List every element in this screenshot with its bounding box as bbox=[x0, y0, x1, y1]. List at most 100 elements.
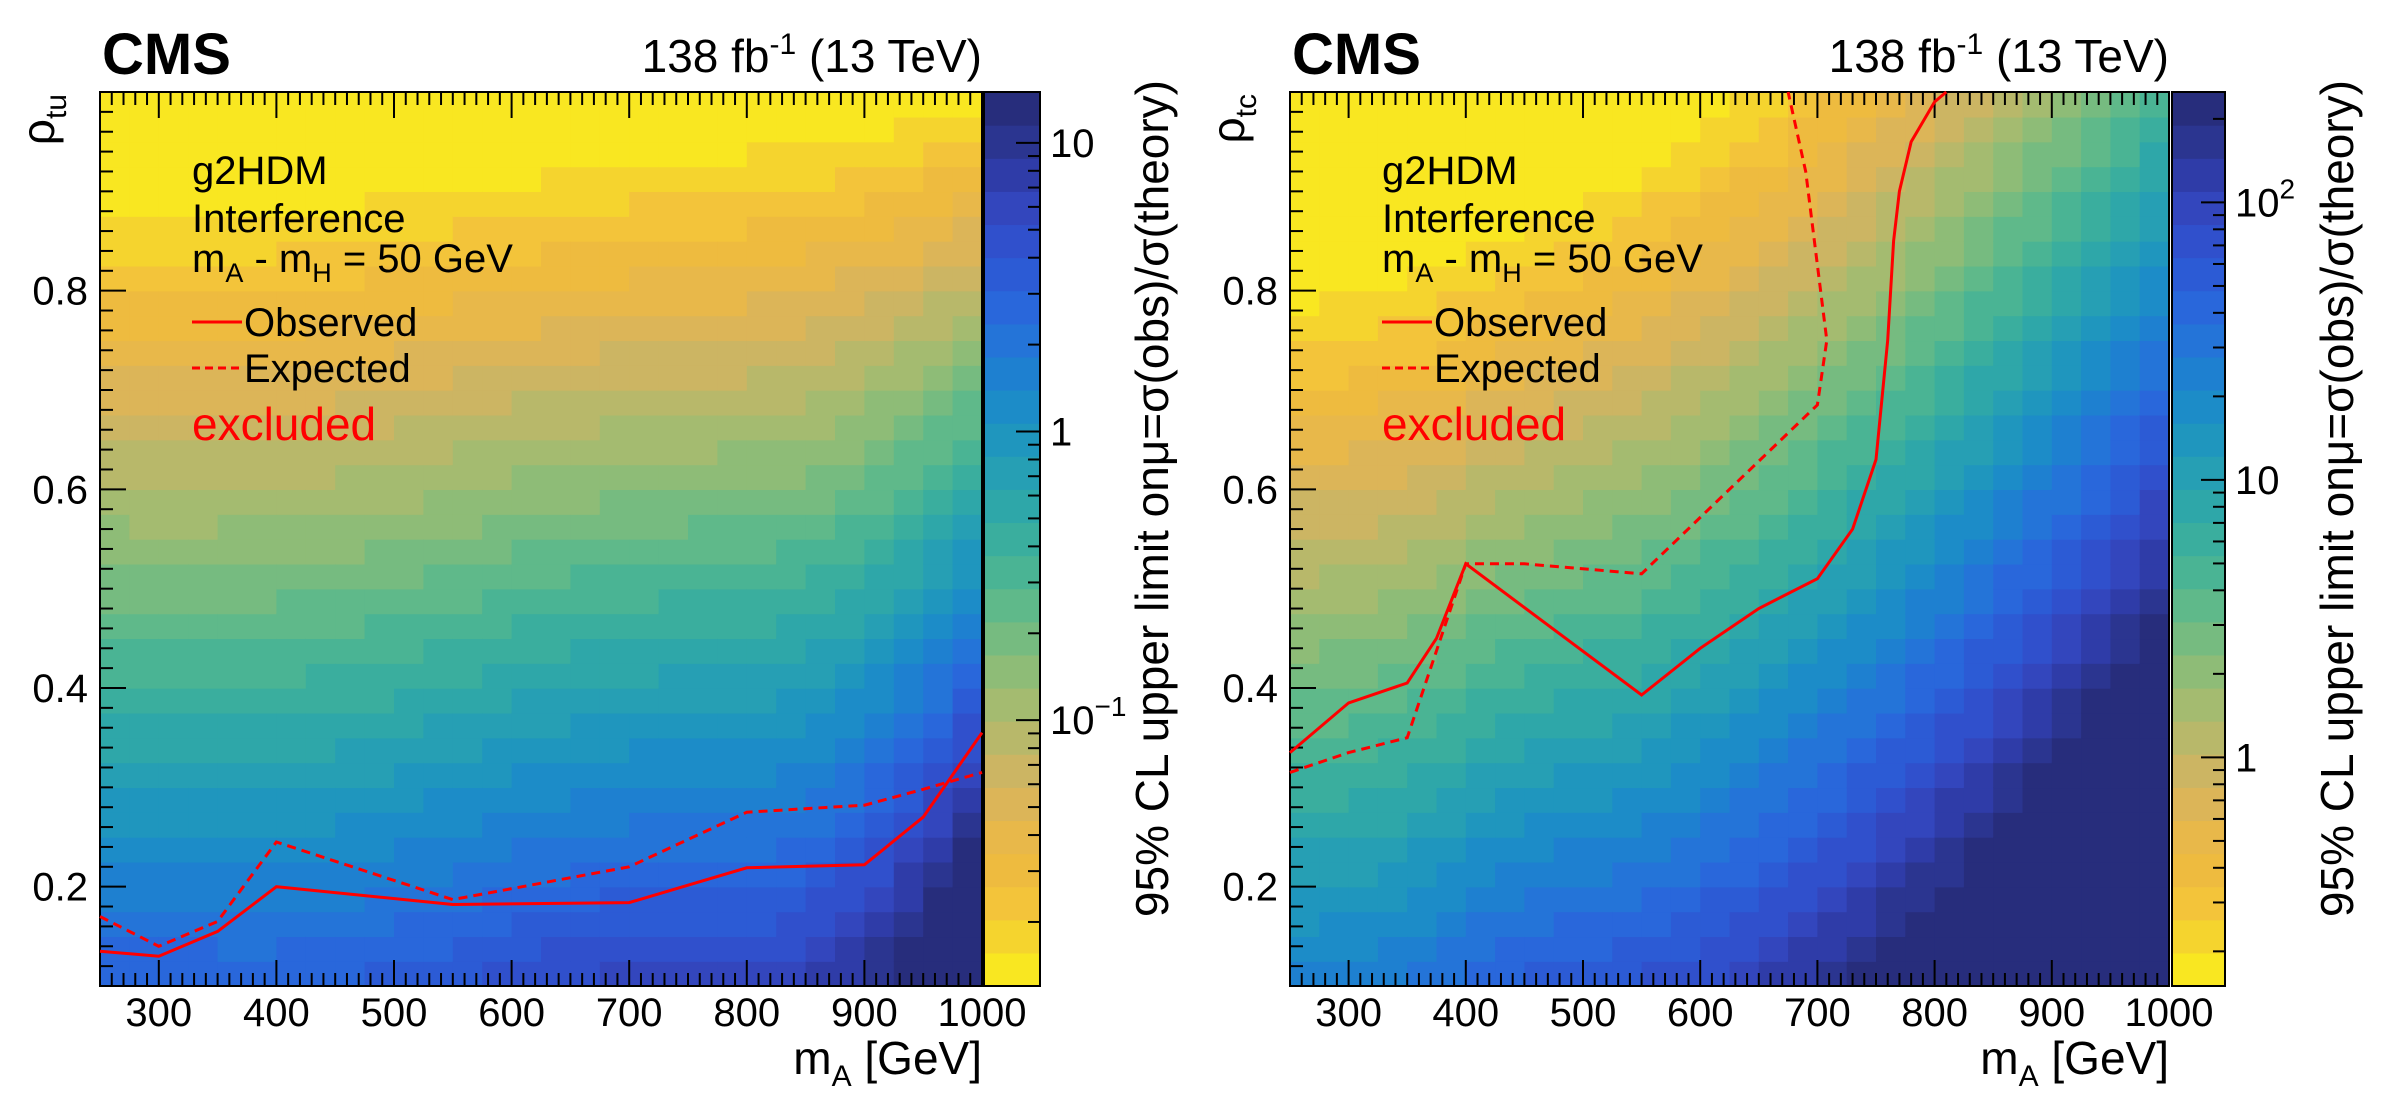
heatmap-cell bbox=[776, 141, 807, 168]
heatmap-cell bbox=[541, 315, 572, 342]
heatmap-cell bbox=[364, 365, 395, 391]
heatmap-cell bbox=[1641, 837, 1672, 863]
text-part: -1 bbox=[770, 28, 797, 61]
heatmap-cell bbox=[1612, 216, 1643, 242]
heatmap-cell bbox=[1524, 514, 1555, 540]
heatmap-cell bbox=[835, 439, 866, 466]
heatmap-cell bbox=[1963, 116, 1994, 143]
heatmap-cell bbox=[1436, 241, 1467, 267]
heatmap-cell bbox=[364, 812, 395, 838]
x-tick-label: 600 bbox=[478, 991, 545, 1035]
heatmap-cell bbox=[1348, 762, 1379, 789]
heatmap-cell bbox=[629, 663, 660, 689]
heatmap-cell bbox=[893, 241, 924, 267]
heatmap-cell bbox=[158, 812, 189, 838]
heatmap-cell bbox=[364, 961, 395, 987]
heatmap-cell bbox=[247, 514, 278, 540]
heatmap-cell bbox=[1963, 861, 1994, 888]
heatmap-cell bbox=[394, 290, 425, 317]
heatmap-cell bbox=[893, 514, 924, 540]
heatmap-cell bbox=[658, 216, 689, 242]
colorbar-frame bbox=[2171, 91, 2226, 987]
heatmap-cell bbox=[1348, 812, 1379, 838]
heatmap-cell bbox=[1407, 414, 1438, 441]
heatmap-cell bbox=[482, 688, 513, 714]
heatmap-cell bbox=[1758, 911, 1789, 938]
heatmap-cell bbox=[1846, 613, 1877, 640]
heatmap-cell bbox=[276, 911, 307, 938]
heatmap-cell bbox=[1758, 861, 1789, 888]
heatmap-cell bbox=[1612, 837, 1643, 863]
heatmap-cell bbox=[276, 315, 307, 342]
heatmap-cell bbox=[1670, 315, 1701, 342]
heatmap-cell bbox=[1641, 390, 1672, 416]
heatmap-cell bbox=[893, 886, 924, 913]
heatmap-cell bbox=[629, 166, 660, 193]
heatmap-cell bbox=[1319, 464, 1350, 491]
heatmap-cell bbox=[2110, 588, 2141, 615]
heatmap-cell bbox=[2051, 166, 2082, 193]
heatmap-cell bbox=[1641, 886, 1672, 913]
heatmap-cell bbox=[1876, 588, 1906, 615]
heatmap-cell bbox=[305, 911, 336, 938]
x-tick-label: 700 bbox=[1784, 991, 1851, 1035]
colorbar-band bbox=[2172, 919, 2225, 954]
heatmap-cell bbox=[100, 588, 131, 615]
heatmap-cell bbox=[2081, 663, 2112, 689]
heatmap-cell bbox=[923, 936, 954, 962]
heatmap-cell bbox=[1758, 712, 1789, 739]
heatmap-cell bbox=[1524, 539, 1555, 565]
heatmap-cell bbox=[1583, 688, 1613, 714]
heatmap-cell bbox=[158, 837, 189, 863]
heatmap-cell bbox=[2051, 911, 2082, 938]
heatmap-cell bbox=[952, 166, 983, 193]
heatmap-cell bbox=[1788, 340, 1819, 366]
heatmap-cell bbox=[1377, 191, 1408, 217]
heatmap-cell bbox=[541, 340, 572, 366]
heatmap-cell bbox=[1436, 861, 1467, 888]
heatmap-cell bbox=[923, 241, 954, 267]
heatmap-cell bbox=[864, 241, 895, 267]
heatmap-cell bbox=[2051, 539, 2082, 565]
heatmap-cell bbox=[158, 861, 189, 888]
heatmap-cell bbox=[1612, 191, 1643, 217]
heatmap-cell bbox=[629, 861, 660, 888]
heatmap-cell bbox=[541, 92, 572, 118]
colorbar-band bbox=[2172, 423, 2225, 457]
heatmap-cell bbox=[1319, 340, 1350, 366]
heatmap-cell bbox=[923, 712, 954, 739]
heatmap-cell bbox=[1846, 265, 1877, 292]
heatmap-cell bbox=[1934, 265, 1965, 292]
x-tick-label: 900 bbox=[831, 991, 898, 1035]
heatmap-cell bbox=[1700, 116, 1731, 143]
heatmap-cell bbox=[658, 464, 689, 491]
heatmap-cell bbox=[541, 489, 572, 515]
heatmap-cell bbox=[658, 141, 689, 168]
heatmap-cell bbox=[1290, 340, 1320, 366]
heatmap-cell bbox=[1817, 712, 1848, 739]
heatmap-cell bbox=[1934, 166, 1965, 193]
heatmap-cell bbox=[158, 886, 189, 913]
heatmap-cell bbox=[511, 588, 542, 615]
heatmap-cell bbox=[1758, 141, 1789, 168]
heatmap-cell bbox=[247, 241, 278, 267]
heatmap-cell bbox=[776, 390, 807, 416]
heatmap-cell bbox=[394, 936, 425, 962]
heatmap-cell bbox=[1934, 911, 1965, 938]
heatmap-cell bbox=[1553, 241, 1584, 267]
plot-frame bbox=[1289, 91, 2170, 987]
heatmap-cell bbox=[394, 588, 425, 615]
heatmap-cell bbox=[717, 563, 748, 590]
heatmap-cell bbox=[805, 141, 836, 168]
heatmap-cell bbox=[1612, 861, 1643, 888]
heatmap-cell bbox=[1876, 191, 1906, 217]
heatmap-cell bbox=[1553, 712, 1584, 739]
heatmap-cell bbox=[1729, 216, 1760, 242]
heatmap-cell bbox=[1817, 116, 1848, 143]
heatmap-cell bbox=[482, 539, 513, 565]
heatmap-cell bbox=[335, 116, 366, 143]
heatmap-cell bbox=[629, 613, 660, 640]
heatmap-cell bbox=[1319, 812, 1350, 838]
heatmap-cell bbox=[335, 340, 366, 366]
colorbar-band bbox=[984, 390, 1040, 424]
